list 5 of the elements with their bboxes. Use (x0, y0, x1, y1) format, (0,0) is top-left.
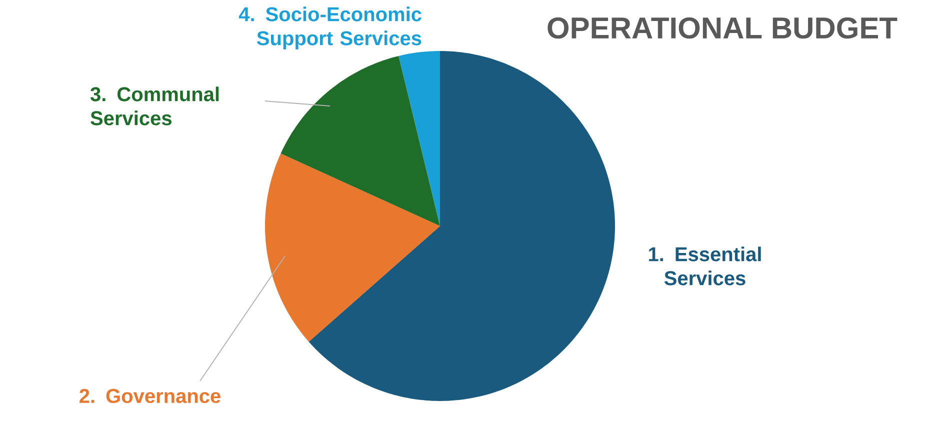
slice-label: 2. Governance (80, 388, 220, 404)
chart-title: OPERATIONAL BUDGET (548, 17, 898, 39)
slice-label: 4. Socio-Economic Support Services (238, 6, 422, 50)
slice-label: 3. Communal Services (90, 86, 219, 126)
slice-label: 1. Essential Services (649, 246, 761, 286)
